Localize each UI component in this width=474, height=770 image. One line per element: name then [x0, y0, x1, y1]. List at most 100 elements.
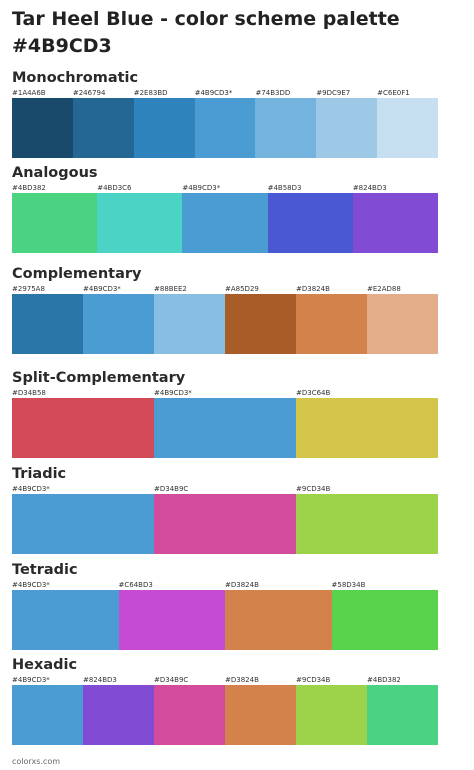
color-swatch[interactable] — [296, 294, 367, 354]
analogous-heading: Analogous — [12, 165, 98, 181]
color-code-label: #88BEE2 — [154, 285, 187, 293]
color-code-label: #4BD382 — [367, 676, 401, 684]
triadic-section: Triadic #4B9CD3* #D34B9C #9CD34B — [12, 465, 438, 554]
color-swatch[interactable] — [225, 590, 332, 650]
color-code-label: #D3824B — [225, 676, 259, 684]
color-code-label: #58D34B — [331, 581, 366, 589]
site-footer[interactable]: colorxs.com — [12, 757, 61, 766]
split-complementary-section: Split-Complementary #D34B58 #4B9CD3* #D3C64… — [12, 369, 438, 458]
color-code-label: #D34B9C — [154, 676, 189, 684]
analogous-labels: #4BD382 #4BD3C6 #4B9CD3* #4B58D3 #824BD3 — [12, 183, 438, 193]
hexadic-swatches — [12, 685, 438, 745]
color-swatch[interactable] — [194, 98, 256, 158]
color-swatch[interactable] — [225, 685, 296, 745]
split-complementary-heading: Split-Complementary — [12, 370, 186, 386]
monochromatic-swatches — [12, 98, 439, 158]
title-line2: #4B9CD3 — [12, 35, 112, 57]
color-swatch[interactable] — [182, 193, 268, 253]
color-code-label: #74B3DD — [255, 89, 291, 97]
color-swatch[interactable] — [367, 294, 438, 354]
color-code-label: #4B9CD3* — [12, 485, 50, 493]
tetradic-section: Tetradic #4B9CD3* #C64BD3 #D3824B #58D34B — [12, 561, 438, 650]
hexadic-heading: Hexadic — [12, 657, 78, 673]
color-code-label: #4BD382 — [12, 184, 46, 192]
hexadic-section: Hexadic #4B9CD3* #824BD3 #D34B9C #D3824B #9CD… — [12, 656, 438, 745]
color-code-label: #D34B9C — [154, 485, 189, 493]
color-swatch[interactable] — [296, 685, 367, 745]
color-code-label: #2975A8 — [12, 285, 45, 293]
split-complementary-labels: #D34B58 #4B9CD3* #D3C64B — [12, 388, 438, 398]
color-code-label: #4B58D3 — [267, 184, 302, 192]
color-swatch[interactable] — [225, 294, 296, 354]
color-code-label: #2E83BD — [133, 89, 168, 97]
color-code-label: #4B9CD3* — [182, 184, 221, 192]
color-swatch[interactable] — [118, 590, 225, 650]
color-code-label: #D34B58 — [12, 389, 46, 397]
color-code-label: #824BD3 — [83, 676, 117, 684]
color-swatch[interactable] — [72, 98, 134, 158]
color-swatch[interactable] — [316, 98, 378, 158]
triadic-heading: Triadic — [12, 466, 67, 482]
color-swatch[interactable] — [296, 494, 438, 554]
color-swatch[interactable] — [12, 294, 83, 354]
color-swatch[interactable] — [154, 294, 225, 354]
color-code-label: #4B9CD3* — [83, 285, 121, 293]
color-swatch[interactable] — [154, 494, 296, 554]
complementary-section: Complementary #2975A8 #4B9CD3* #88BEE2 #A85D… — [12, 265, 438, 354]
color-swatch[interactable] — [12, 398, 154, 458]
color-swatch[interactable] — [296, 398, 438, 458]
monochromatic-heading: Monochromatic — [12, 70, 139, 86]
color-swatch[interactable] — [12, 590, 119, 650]
color-swatch[interactable] — [352, 193, 439, 253]
color-swatch[interactable] — [97, 193, 183, 253]
color-swatch[interactable] — [331, 590, 438, 650]
color-swatch[interactable] — [12, 98, 73, 158]
color-code-label: #4BD3C6 — [97, 184, 132, 192]
tetradic-heading: Tetradic — [12, 562, 78, 578]
color-swatch[interactable] — [255, 98, 317, 158]
complementary-swatches — [12, 294, 438, 354]
color-code-label: #C64BD3 — [118, 581, 153, 589]
color-swatch[interactable] — [367, 685, 438, 745]
complementary-heading: Complementary — [12, 266, 142, 282]
color-swatch[interactable] — [83, 685, 154, 745]
color-swatch[interactable] — [12, 193, 98, 253]
analogous-swatches — [12, 193, 439, 253]
color-code-label: #D3C64B — [296, 389, 331, 397]
color-code-label: #246794 — [72, 89, 106, 97]
color-code-label: #D3824B — [296, 285, 330, 293]
tetradic-labels: #4B9CD3* #C64BD3 #D3824B #58D34B — [12, 580, 438, 590]
color-swatch[interactable] — [83, 294, 154, 354]
color-swatch[interactable] — [133, 98, 195, 158]
color-code-label: #9CD34B — [296, 485, 331, 493]
monochromatic-labels: #1A4A6B #246794 #2E83BD #4B9CD3* #74B3DD #9DC… — [12, 88, 438, 98]
color-code-label: #4B9CD3* — [12, 676, 50, 684]
title-line1: Tar Heel Blue - color scheme palette — [12, 8, 400, 30]
color-swatch[interactable] — [154, 685, 225, 745]
tetradic-swatches — [12, 590, 438, 650]
color-swatch[interactable] — [267, 193, 353, 253]
color-swatch[interactable] — [154, 398, 296, 458]
color-code-label: #4B9CD3* — [194, 89, 233, 97]
color-code-label: #A85D29 — [225, 285, 259, 293]
color-swatch[interactable] — [12, 685, 83, 745]
monochromatic-section: Monochromatic #1A4A6B #246794 #2E83BD #4B9CD… — [12, 69, 439, 158]
color-code-label: #4B9CD3* — [12, 581, 50, 589]
split-complementary-swatches — [12, 398, 438, 458]
color-code-label: #E2AD88 — [367, 285, 401, 293]
color-code-label: #9CD34B — [296, 676, 331, 684]
color-code-label: #9DC9E7 — [316, 89, 351, 97]
page-title: Tar Heel Blue - color scheme palette #4B… — [12, 6, 462, 60]
triadic-swatches — [12, 494, 438, 554]
analogous-section: Analogous #4BD382 #4BD3C6 #4B9CD3* #4B58D3 #8… — [12, 164, 439, 253]
color-code-label: #4B9CD3* — [154, 389, 192, 397]
color-code-label: #C6E0F1 — [377, 89, 410, 97]
color-code-label: #1A4A6B — [12, 89, 46, 97]
color-code-label: #D3824B — [225, 581, 259, 589]
complementary-labels: #2975A8 #4B9CD3* #88BEE2 #A85D29 #D3824B #E2A… — [12, 284, 438, 294]
color-swatch[interactable] — [12, 494, 154, 554]
color-swatch[interactable] — [377, 98, 439, 158]
hexadic-labels: #4B9CD3* #824BD3 #D34B9C #D3824B #9CD34B #4BD… — [12, 675, 438, 685]
color-code-label: #824BD3 — [352, 184, 387, 192]
triadic-labels: #4B9CD3* #D34B9C #9CD34B — [12, 484, 438, 494]
